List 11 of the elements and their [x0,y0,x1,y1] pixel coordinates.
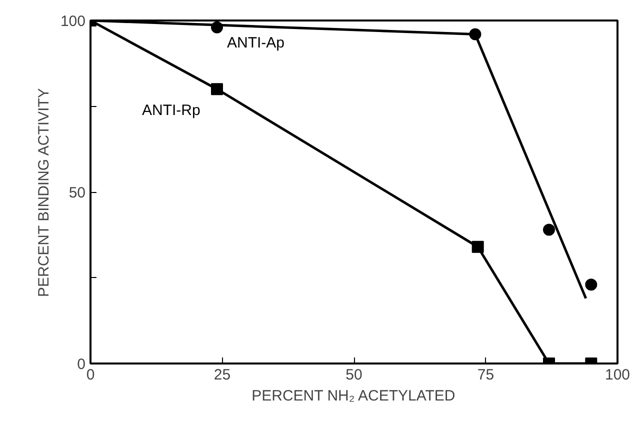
series-label: ANTI-Rp [142,102,200,120]
y-tick-label: 0 [77,356,86,373]
series-label: ANTI-Ap [226,34,284,52]
x-tick-label: 75 [477,366,494,384]
x-axis-title: PERCENT NH₂ ACETYLATED [252,388,456,404]
x-tick-label: 25 [214,366,231,384]
y-tick-label: 50 [68,184,86,202]
x-tick-label: 50 [346,366,362,384]
y-tick-label: 100 [60,13,86,30]
x-tick-label: 100 [604,366,630,384]
y-axis-title: PERCENT BINDING ACTIVITY [35,88,52,298]
